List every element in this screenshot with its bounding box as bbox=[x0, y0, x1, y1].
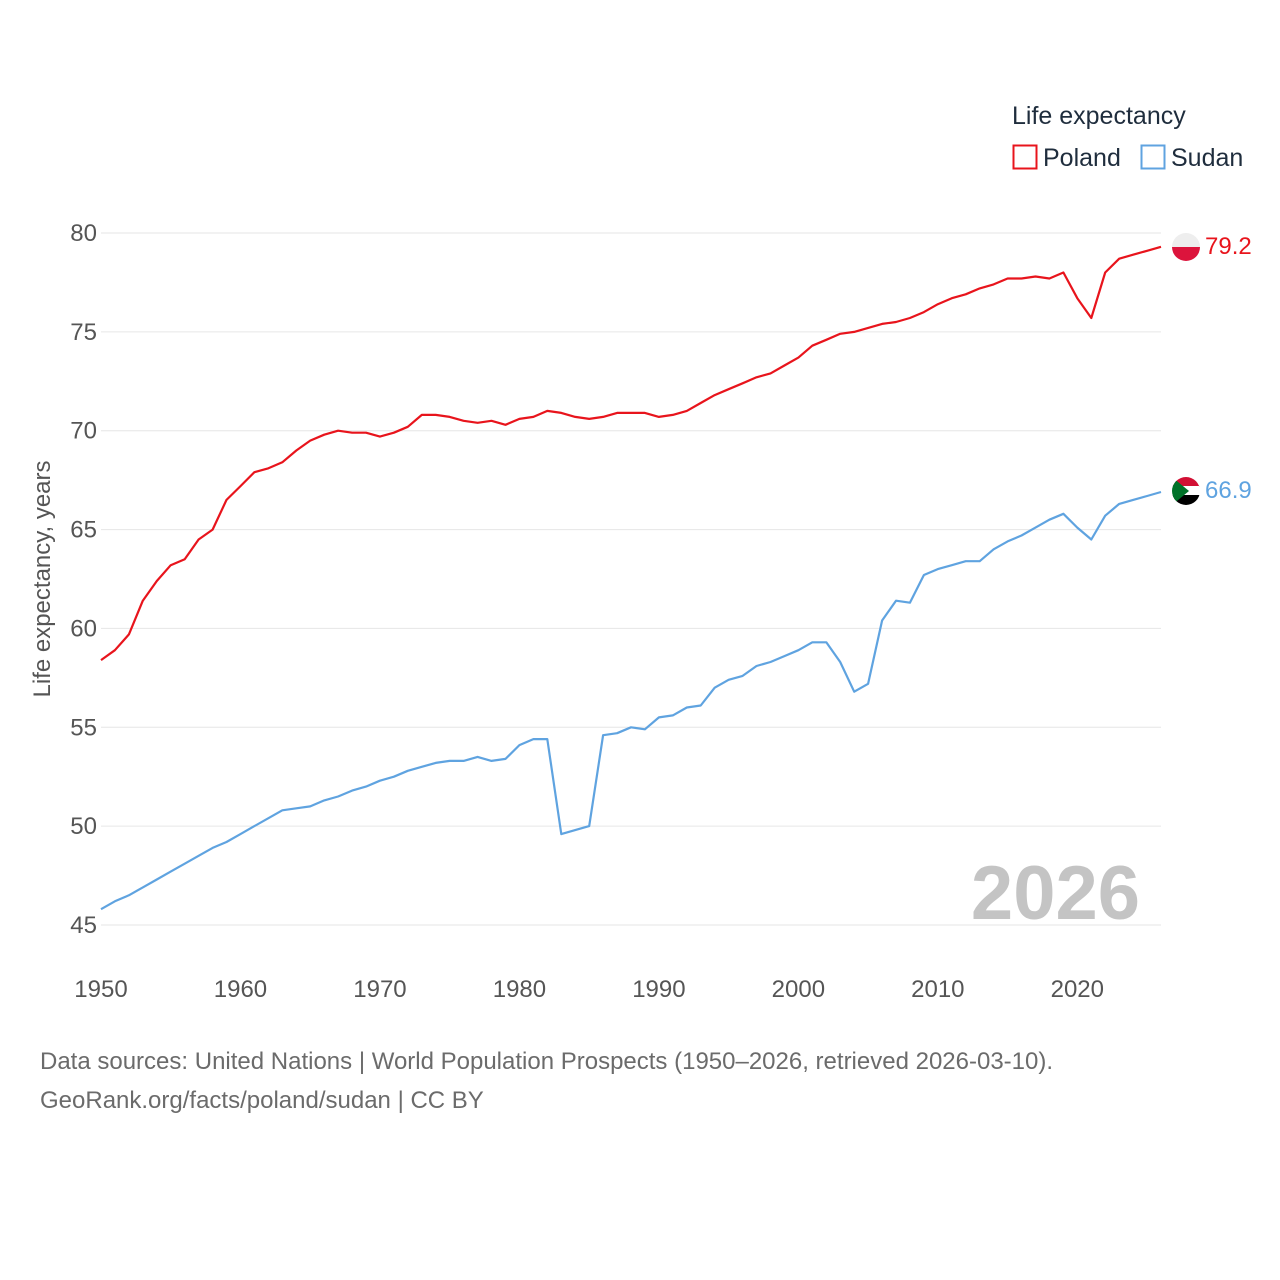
credit-link[interactable]: GeoRank.org/facts/poland/sudan | CC BY bbox=[40, 1087, 484, 1114]
x-axis-ticks: 1950 1960 1970 1980 1990 2000 2010 2020 bbox=[74, 976, 1104, 1003]
grid bbox=[101, 232, 1161, 926]
legend-item-poland[interactable]: Poland bbox=[1012, 144, 1121, 172]
x-tick-label: 1960 bbox=[214, 976, 267, 1003]
legend-item-sudan[interactable]: Sudan bbox=[1140, 144, 1244, 172]
end-value-label-poland: 79.2 bbox=[1205, 233, 1252, 260]
data-sources-text: Data sources: United Nations | World Pop… bbox=[40, 1048, 1054, 1075]
legend-swatch-poland bbox=[1012, 144, 1038, 170]
y-tick-label: 70 bbox=[70, 418, 97, 445]
series-line-sudan bbox=[100, 490, 1162, 911]
poland-flag-icon bbox=[1172, 233, 1200, 261]
x-tick-label: 1980 bbox=[493, 976, 546, 1003]
y-tick-label: 45 bbox=[70, 912, 97, 939]
x-tick-label: 1970 bbox=[353, 976, 406, 1003]
year-watermark: 2026 bbox=[971, 851, 1140, 936]
x-tick-label: 2020 bbox=[1051, 976, 1104, 1003]
y-tick-label: 60 bbox=[70, 615, 97, 642]
y-tick-label: 65 bbox=[70, 517, 97, 544]
y-axis-ticks: 45 50 55 60 65 70 75 80 bbox=[70, 220, 97, 939]
y-tick-label: 80 bbox=[70, 220, 97, 247]
legend-title: Life expectancy bbox=[1012, 102, 1186, 130]
footer: Data sources: United Nations | World Pop… bbox=[40, 1042, 1053, 1120]
x-tick-label: 1950 bbox=[74, 976, 127, 1003]
y-tick-label: 55 bbox=[70, 714, 97, 741]
y-axis-title: Life expectancy, years bbox=[29, 460, 56, 697]
legend-label-sudan: Sudan bbox=[1171, 144, 1243, 172]
y-tick-label: 50 bbox=[70, 813, 97, 840]
legend-swatch-sudan bbox=[1140, 144, 1166, 170]
sudan-flag-icon bbox=[1172, 477, 1200, 505]
x-tick-label: 2000 bbox=[772, 976, 825, 1003]
x-tick-label: 1990 bbox=[632, 976, 685, 1003]
y-tick-label: 75 bbox=[70, 319, 97, 346]
x-tick-label: 2010 bbox=[911, 976, 964, 1003]
series-line-poland bbox=[100, 245, 1162, 661]
end-value-label-sudan: 66.9 bbox=[1205, 477, 1252, 504]
legend-label-poland: Poland bbox=[1043, 144, 1121, 172]
